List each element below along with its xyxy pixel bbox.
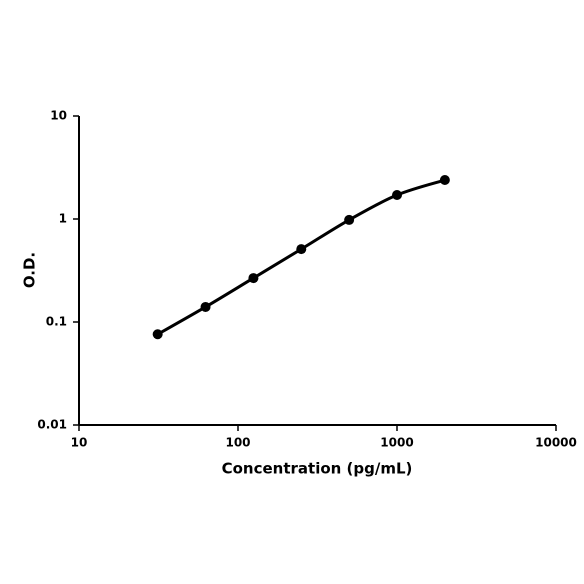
marker — [439, 175, 450, 186]
x-tick-label: 100 — [225, 436, 250, 450]
marker — [344, 214, 355, 225]
x-axis-label: Concentration (pg/mL) — [222, 460, 413, 478]
x-tick-label: 10000 — [535, 436, 577, 450]
marker — [200, 301, 211, 312]
x-tick-label: 1000 — [380, 436, 413, 450]
marker — [152, 329, 163, 340]
line — [156, 178, 446, 336]
y-axis-label: O.D. — [21, 252, 39, 288]
marker — [248, 273, 259, 284]
x-tick-label: 10 — [71, 436, 88, 450]
marker — [296, 244, 307, 255]
marker — [392, 190, 402, 201]
y-tick-label: 10 — [50, 109, 67, 123]
y-tick-label: 0.01 — [37, 418, 67, 432]
y-tick-label: 0.1 — [46, 315, 67, 329]
y-tick-label: 1 — [59, 212, 67, 226]
